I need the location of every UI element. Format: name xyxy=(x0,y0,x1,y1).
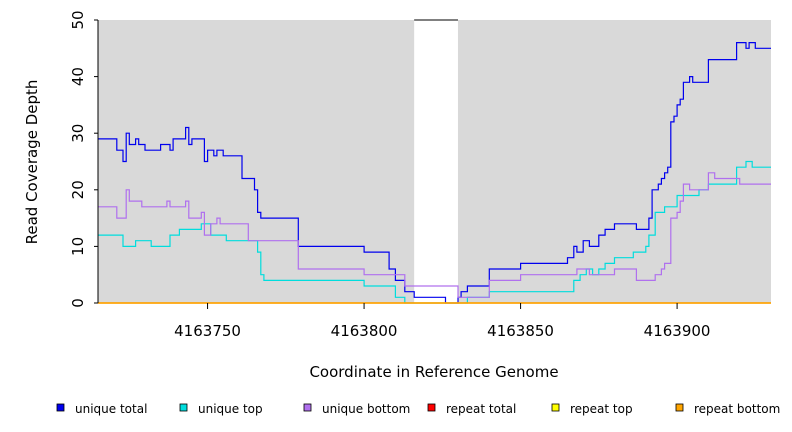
y-tick-label: 40 xyxy=(69,67,87,86)
y-tick-label: 30 xyxy=(69,124,87,143)
legend-swatch xyxy=(427,403,436,412)
legend-item-unique-bottom: unique bottom xyxy=(303,402,410,416)
y-axis-title: Read Coverage Depth xyxy=(23,80,41,245)
legend: unique total unique top unique bottom repea… xyxy=(56,402,780,416)
legend-item-repeat-top: repeat top xyxy=(551,402,633,416)
x-tick-label: 4163800 xyxy=(331,322,398,340)
x-tick-label: 4163850 xyxy=(487,322,554,340)
x-axis-title: Coordinate in Reference Genome xyxy=(309,363,558,381)
legend-swatch xyxy=(551,403,560,412)
legend-label: unique top xyxy=(198,402,263,416)
y-tick-label: 0 xyxy=(69,298,87,308)
legend-label: unique bottom xyxy=(322,402,410,416)
legend-item-repeat-total: repeat total xyxy=(427,402,516,416)
series-lines xyxy=(98,42,771,304)
plot-area xyxy=(98,19,771,304)
legend-swatch xyxy=(303,403,312,412)
legend-label: repeat total xyxy=(446,402,516,416)
legend-label: repeat top xyxy=(570,402,633,416)
x-tick-label: 4163900 xyxy=(644,322,711,340)
x-tick-label: 4163750 xyxy=(174,322,241,340)
series-line-unique-bottom xyxy=(98,172,771,298)
y-tick-label: 50 xyxy=(69,10,87,29)
legend-label: repeat bottom xyxy=(694,402,780,416)
legend-swatch xyxy=(675,403,684,412)
legend-swatch xyxy=(179,403,188,412)
legend-item-unique-top: unique top xyxy=(179,402,263,416)
legend-item-repeat-bottom: repeat bottom xyxy=(675,402,780,416)
y-tick-label: 10 xyxy=(69,237,87,256)
legend-item-unique-total: unique total xyxy=(56,402,147,416)
series-line-unique-top xyxy=(98,160,771,304)
gap-region xyxy=(414,19,458,304)
legend-label: unique total xyxy=(75,402,147,416)
legend-swatch xyxy=(56,403,65,412)
axes: 0 10 20 30 40 50 4163750 4163800 4163850 4163900 xyxy=(69,10,710,340)
y-tick-label: 20 xyxy=(69,180,87,199)
